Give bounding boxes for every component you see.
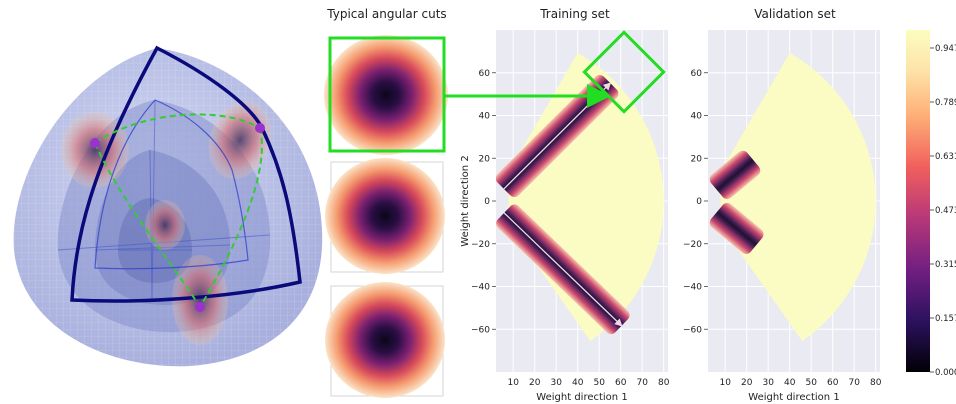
x-tick-label: 30	[762, 378, 774, 388]
direction-arrow	[503, 212, 623, 327]
y-tick-label: 60	[479, 69, 491, 79]
y-tick-label: −40	[683, 283, 702, 293]
x-tick-label: 40	[784, 378, 796, 388]
data-region	[712, 52, 876, 342]
validation-title: Validation set	[754, 7, 836, 21]
x-ticks: 10 20 30 40 50 60 70 80	[507, 378, 669, 388]
density-band	[709, 202, 764, 255]
x-tick-label: 70	[848, 378, 860, 388]
x-tick-label: 10	[507, 378, 519, 388]
x-axis-label: Weight direction 1	[748, 392, 839, 403]
x-tick-label: 60	[827, 378, 839, 388]
inner-hole	[496, 184, 509, 218]
x-tick-label: 10	[719, 378, 731, 388]
y-ticks: 60 40 20 0 −20 −40 −60	[471, 69, 496, 335]
y-tick-label: −20	[683, 240, 702, 250]
x-tick-label: 30	[550, 378, 562, 388]
colorbar-tick-label: 0.7895	[935, 98, 956, 108]
colorbar-tick-label: 0.9474	[935, 44, 956, 54]
colorbar-tick-label: 0.6316	[935, 152, 956, 162]
y-tick-label: −60	[683, 325, 702, 335]
training-plot: 10 20 30 40 50 60 70 80 60 40 20 0 −20 −40 −60 Weight…	[460, 30, 670, 403]
y-tick-label: 0	[484, 197, 490, 207]
x-tick-label: 50	[593, 378, 605, 388]
sampling-path	[94, 113, 263, 308]
y-tick-label: 40	[479, 112, 491, 122]
x-tick-label: 20	[741, 378, 753, 388]
colorbar-ticks: 0.9474 0.7895 0.6316 0.4737 0.3158 0.1579 0.00…	[930, 44, 956, 378]
outer-cut-boundary	[70, 45, 302, 303]
y-tick-label: −40	[471, 283, 490, 293]
colorbar: 0.9474 0.7895 0.6316 0.4737 0.3158 0.1579 0.00…	[906, 30, 956, 378]
angular-patch	[61, 112, 129, 188]
x-tick-label: 80	[870, 378, 882, 388]
colorbar-gradient	[906, 30, 930, 372]
colorbar-tick-label: 0.3158	[935, 260, 956, 270]
bands	[709, 150, 764, 255]
colorbar-tick-label: 0.1579	[935, 314, 956, 324]
sphere-illustration	[13, 45, 323, 367]
cut-panel	[325, 282, 445, 398]
y-tick-label: 20	[479, 154, 491, 164]
inner-hole	[708, 184, 721, 218]
y-tick-label: 60	[691, 69, 703, 79]
x-tick-label: 40	[572, 378, 584, 388]
y-tick-label: 40	[691, 112, 703, 122]
training-title: Training set	[539, 7, 610, 21]
sample-point	[90, 138, 100, 148]
x-tick-label: 50	[805, 378, 817, 388]
angular-patch	[172, 255, 228, 345]
cut-panel	[325, 158, 445, 274]
x-axis-label: Weight direction 1	[536, 392, 627, 403]
y-ticks: 60 40 20 0 −20 −40 −60	[683, 69, 708, 335]
angular-patch	[145, 200, 185, 250]
colorbar-tick-label: 0.0000	[935, 368, 956, 378]
y-tick-label: 0	[696, 197, 702, 207]
colorbar-tick-label: 0.4737	[935, 206, 956, 216]
cut-panel	[324, 35, 448, 155]
sample-point	[195, 302, 205, 312]
y-tick-label: −20	[471, 240, 490, 250]
cuts-title: Typical angular cuts	[326, 7, 446, 21]
sample-point	[255, 123, 265, 133]
x-tick-label: 70	[636, 378, 648, 388]
y-tick-label: 20	[691, 154, 703, 164]
x-tick-label: 20	[529, 378, 541, 388]
density-band	[709, 150, 761, 200]
x-ticks: 10 20 30 40 50 60 70 80	[719, 378, 881, 388]
x-tick-label: 60	[615, 378, 627, 388]
validation-plot: 10 20 30 40 50 60 70 80 60 40 20 0 −20 −40 −60 Weight…	[683, 30, 882, 403]
x-tick-label: 80	[658, 378, 670, 388]
y-tick-label: −60	[471, 325, 490, 335]
y-axis-label: Weight direction 2	[460, 155, 471, 246]
